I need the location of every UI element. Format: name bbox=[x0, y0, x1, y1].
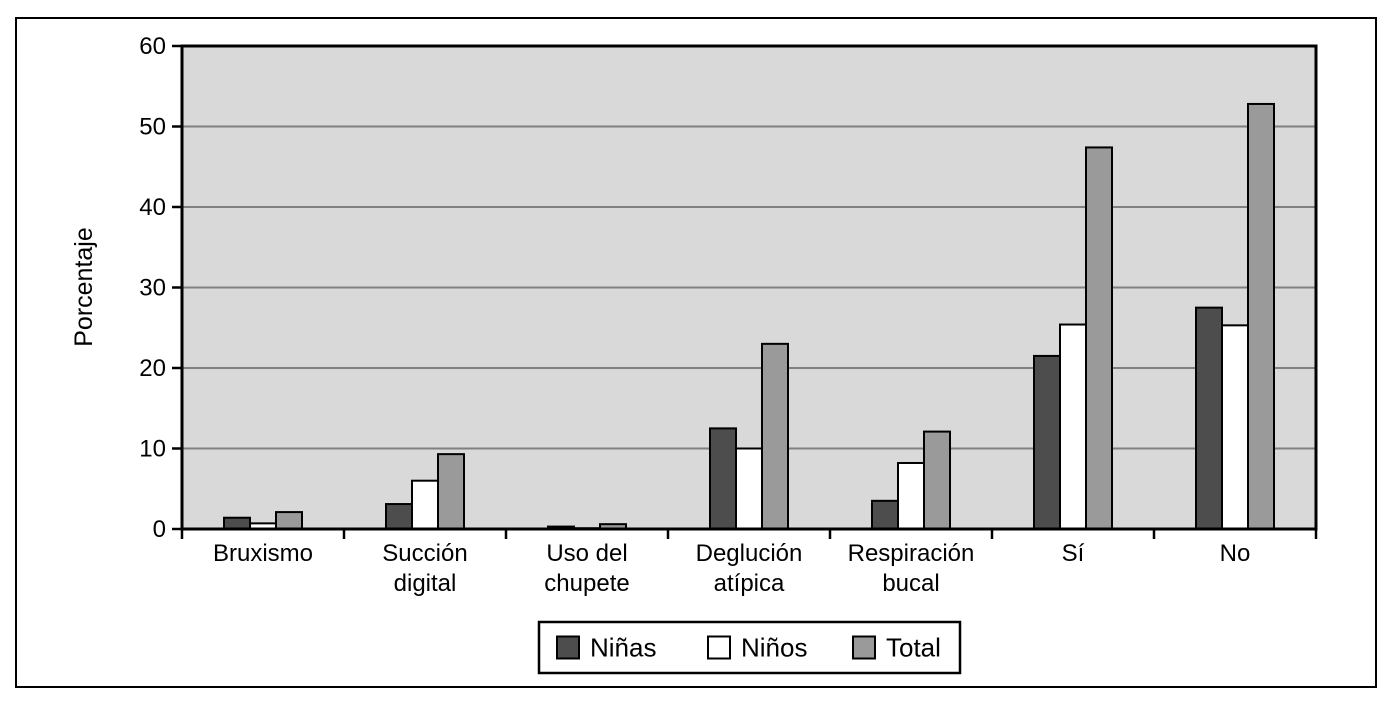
legend-swatch-niñas bbox=[556, 635, 580, 660]
category-label-5: bucal bbox=[882, 570, 939, 597]
legend-box bbox=[537, 620, 962, 675]
category-label-2: Succión bbox=[382, 540, 467, 567]
y-tick-label-10: 10 bbox=[139, 436, 166, 463]
legend-label-niñas: Niñas bbox=[590, 633, 656, 663]
y-axis-title: Porcentaje bbox=[70, 227, 98, 347]
bar-total-5 bbox=[923, 430, 951, 530]
bar-total-2 bbox=[437, 453, 465, 531]
bar-niños-5 bbox=[897, 461, 925, 530]
y-axis-ticks: 0 10 20 30 40 50 60 bbox=[139, 33, 182, 543]
y-tick-label-20: 20 bbox=[139, 355, 166, 382]
gridlines bbox=[182, 125, 1316, 450]
bar-total-4 bbox=[761, 342, 789, 530]
y-tick-label-30: 30 bbox=[139, 275, 166, 302]
category-label-3: Uso del bbox=[546, 540, 627, 567]
category-label-6: Sí bbox=[1062, 540, 1085, 567]
bar-niños-6 bbox=[1059, 323, 1087, 530]
bar-niñas-5 bbox=[871, 499, 899, 531]
bar-niñas-7 bbox=[1195, 306, 1223, 530]
bar-niñas-4 bbox=[709, 427, 737, 530]
category-label-1: Bruxismo bbox=[213, 540, 313, 567]
category-label-3: chupete bbox=[544, 570, 629, 597]
category-label-4: atípica bbox=[714, 570, 785, 597]
bar-niños-7 bbox=[1221, 324, 1249, 530]
y-tick-label-40: 40 bbox=[139, 194, 166, 221]
category-label-5: Respiración bbox=[848, 540, 975, 567]
category-label-4: Deglución bbox=[696, 540, 803, 567]
category-labels: Bruxismo Succión digital Uso del chupete Degl… bbox=[213, 540, 1250, 597]
y-tick-label-50: 50 bbox=[139, 114, 166, 141]
bar-total-1 bbox=[275, 511, 303, 530]
legend-label-niños: Niños bbox=[741, 633, 807, 663]
bar-niñas-1 bbox=[223, 516, 251, 530]
legend-label-total: Total bbox=[886, 633, 941, 663]
bar-total-6 bbox=[1085, 146, 1113, 530]
bar-total-7 bbox=[1247, 102, 1275, 531]
y-tick-label-0: 0 bbox=[153, 516, 166, 543]
legend-swatch-niños bbox=[707, 635, 731, 660]
y-tick-label-60: 60 bbox=[139, 33, 166, 60]
legend-swatch-total bbox=[852, 635, 876, 660]
x-axis-ticks bbox=[180, 529, 1318, 539]
legend: Niñas Niños Total bbox=[537, 620, 962, 675]
category-label-2: digital bbox=[394, 570, 457, 597]
category-label-7: No bbox=[1220, 540, 1251, 567]
bar-niñas-2 bbox=[385, 503, 413, 531]
bar-niños-2 bbox=[411, 479, 439, 531]
bar-niñas-6 bbox=[1033, 354, 1061, 530]
bar-niños-4 bbox=[735, 447, 763, 530]
